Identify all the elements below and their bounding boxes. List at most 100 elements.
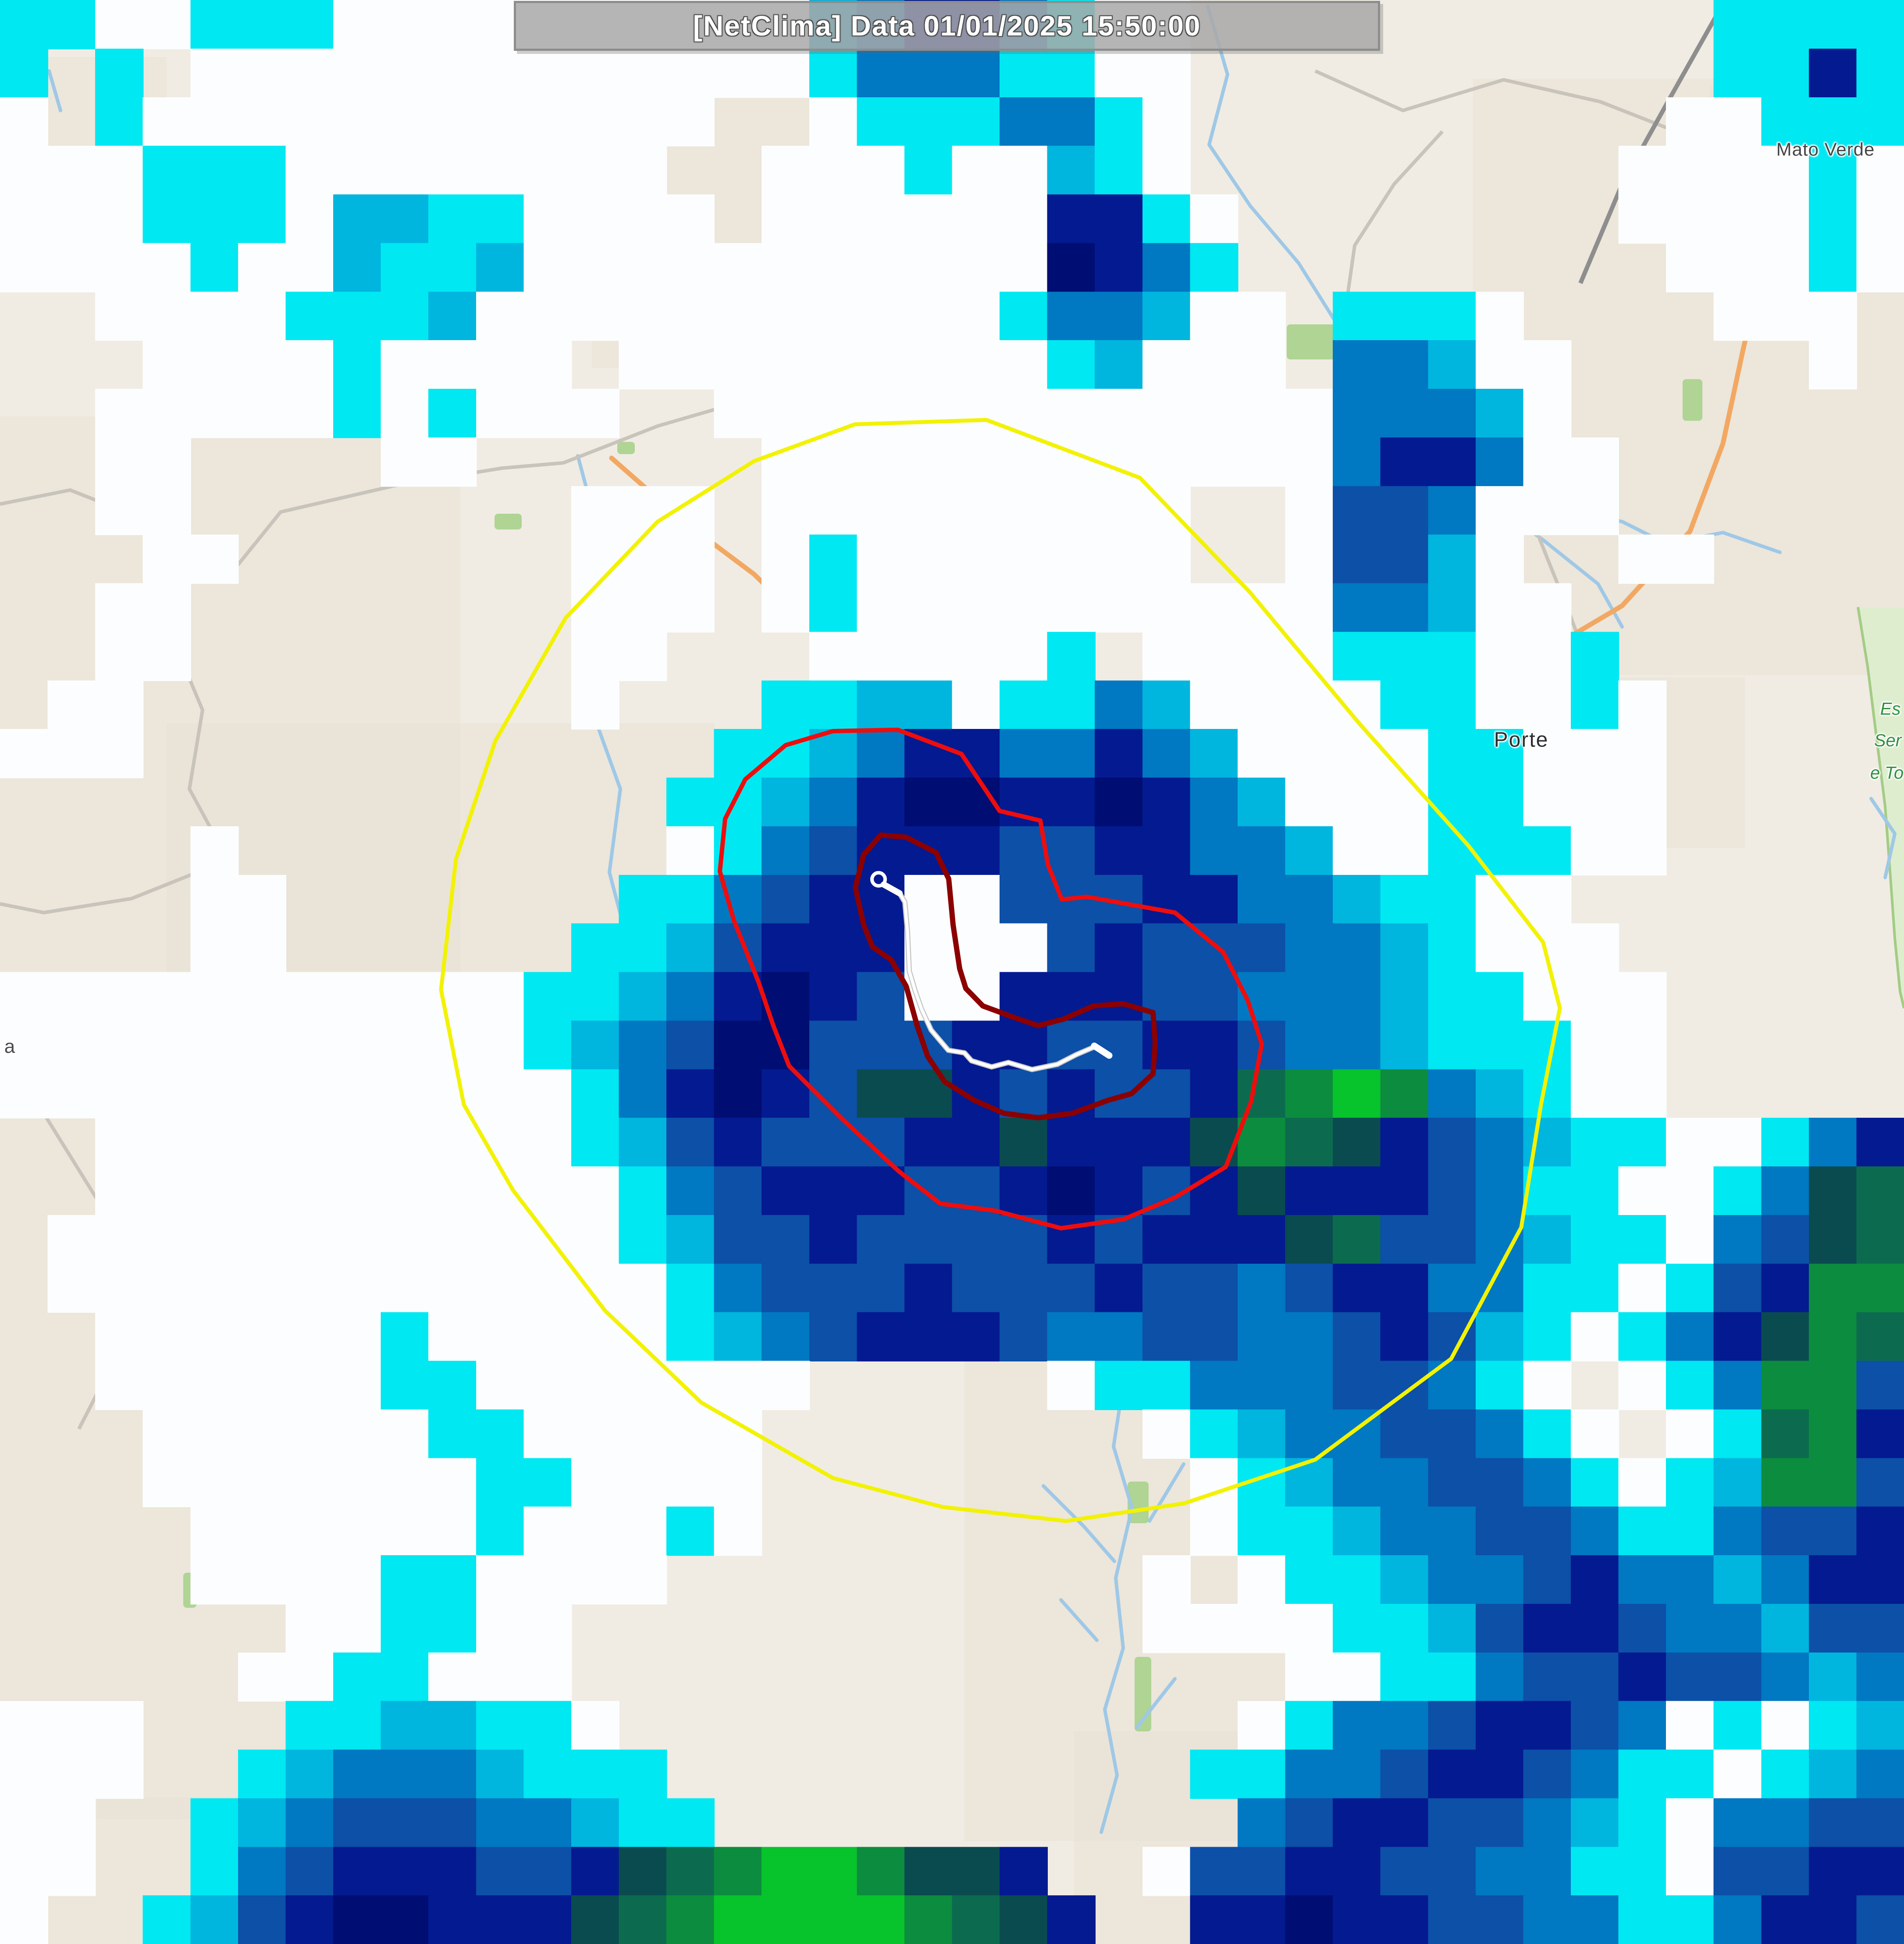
radar-cell <box>1047 389 1096 438</box>
radar-cell <box>904 1895 953 1944</box>
radar-cell <box>238 1652 286 1702</box>
radar-cell <box>95 486 144 536</box>
radar-cell <box>1333 1895 1381 1944</box>
radar-cell <box>333 1555 382 1605</box>
radar-cell <box>952 437 1000 487</box>
radar-cell <box>1000 194 1048 244</box>
radar-cell <box>523 1895 572 1944</box>
radar-cell <box>1238 1215 1286 1265</box>
range-ring <box>439 418 1562 1523</box>
radar-cell <box>1475 972 1524 1021</box>
radar-cell <box>523 48 572 98</box>
radar-cell <box>1142 534 1191 584</box>
radar-cell <box>1285 1798 1334 1848</box>
radar-cell <box>619 1215 667 1265</box>
radar-cell <box>1333 923 1381 973</box>
radar-cell <box>95 1166 144 1216</box>
radar-cell <box>142 1458 191 1507</box>
radar-cell <box>1761 0 1810 50</box>
radar-cell <box>142 1118 191 1167</box>
radar-cell <box>904 1166 953 1216</box>
radar-cell <box>333 1847 382 1896</box>
radar-cell <box>1428 680 1477 730</box>
radar-cell <box>714 1118 762 1167</box>
radar-cell <box>571 972 619 1021</box>
radar-cell <box>1571 1166 1619 1216</box>
radar-cell <box>238 1749 286 1799</box>
radar-cell <box>1571 1798 1619 1848</box>
radar-cell <box>1475 1652 1524 1702</box>
radar-cell <box>1428 1895 1477 1944</box>
radar-cell <box>1428 923 1477 973</box>
radar-cell <box>1190 1361 1238 1410</box>
storm-track-end-marker <box>1091 1042 1113 1059</box>
radar-cell <box>1142 826 1191 876</box>
river-line <box>1135 1677 1177 1730</box>
radar-cell <box>1095 486 1143 536</box>
radar-cell <box>1428 389 1477 438</box>
radar-cell <box>1666 146 1715 195</box>
radar-cell <box>523 389 572 438</box>
radar-cell <box>1142 291 1191 341</box>
radar-cell <box>1095 534 1143 584</box>
radar-cell <box>571 1263 619 1313</box>
radar-cell <box>857 972 905 1021</box>
radar-cell <box>1523 583 1572 633</box>
vegetation-patch <box>617 442 635 454</box>
radar-cell <box>381 1166 429 1216</box>
radar-cell <box>857 1069 905 1119</box>
radar-cell <box>1761 1361 1810 1410</box>
radar-cell <box>619 1020 667 1070</box>
radar-cell <box>333 1215 382 1265</box>
radar-cell <box>285 1652 334 1702</box>
radar-cell <box>190 48 239 98</box>
radar-cell <box>1095 826 1143 876</box>
radar-cell <box>1618 972 1667 1021</box>
radar-cell <box>1713 1847 1762 1896</box>
radar-cell <box>1618 1069 1667 1119</box>
radar-cell <box>95 0 144 50</box>
storm-track-start-marker <box>870 871 887 888</box>
radar-cell <box>381 1603 429 1653</box>
radar-cell <box>428 1798 477 1848</box>
radar-cell <box>1095 1361 1143 1410</box>
radar-cell <box>809 291 858 341</box>
radar-cell <box>1380 874 1429 924</box>
radar-cell <box>1571 437 1619 487</box>
radar-cell <box>238 1555 286 1605</box>
radar-cell <box>1666 1798 1715 1848</box>
radar-cell <box>571 680 619 730</box>
radar-cell <box>1095 1020 1143 1070</box>
radar-cell <box>1761 1166 1810 1216</box>
radar-cell <box>1428 1749 1477 1799</box>
radar-cell <box>476 1166 524 1216</box>
radar-cell <box>762 1166 810 1216</box>
radar-cell <box>1856 1847 1904 1896</box>
radar-cell <box>809 778 858 827</box>
radar-cell <box>1047 826 1096 876</box>
radar-cell <box>1666 1603 1715 1653</box>
vegetation-patch <box>495 514 522 530</box>
radar-cell <box>1856 243 1904 292</box>
radar-cell <box>428 194 477 244</box>
radar-cell <box>1856 1798 1904 1848</box>
radar-cell <box>762 243 810 292</box>
radar-cell <box>1618 1263 1667 1313</box>
storm-track-lead <box>881 881 903 896</box>
protected-area-line-1: Es <box>1880 699 1901 719</box>
radar-cell <box>523 1312 572 1361</box>
radar-cell <box>809 437 858 487</box>
radar-cell <box>333 194 382 244</box>
radar-cell <box>1666 97 1715 147</box>
radar-cell <box>1713 1749 1762 1799</box>
radar-cell <box>476 1895 524 1944</box>
radar-cell <box>333 1118 382 1167</box>
radar-cell <box>1095 583 1143 633</box>
radar-cell <box>1713 1118 1762 1167</box>
radar-cell <box>523 146 572 195</box>
river-line <box>1100 1388 1134 1834</box>
radar-cell <box>1238 1263 1286 1313</box>
radar-cell <box>1428 1020 1477 1070</box>
radar-cell <box>1142 1847 1191 1896</box>
